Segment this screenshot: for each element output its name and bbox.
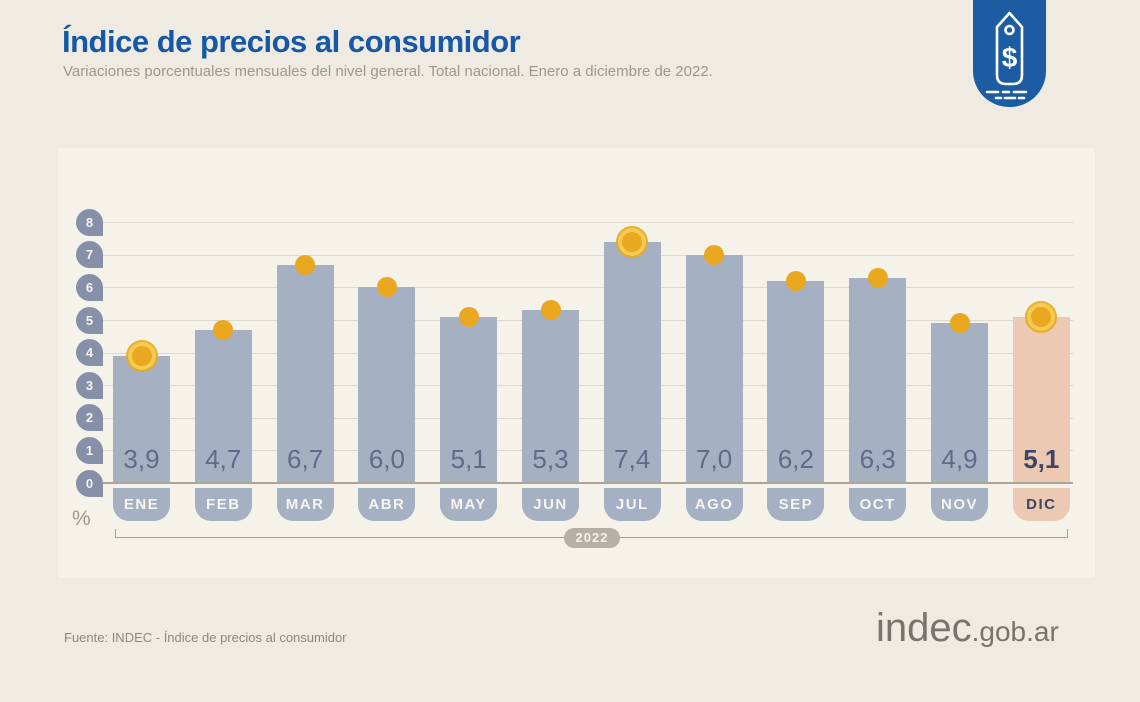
indec-logo: indec .gob.ar [876,606,1059,651]
bar-dic: 5,1 [1012,316,1070,483]
y-axis-tick-label: 0 [85,475,94,491]
month-badge-jun: JUN [522,488,579,521]
y-axis-tick-label: 1 [85,442,94,458]
month-badge-abr: ABR [358,488,416,521]
y-axis-tick-label: 4 [85,345,94,361]
data-point-dot [704,244,725,265]
period-pill: 2022 [564,528,620,548]
data-point-dot [622,231,643,252]
source-note: Fuente: INDEC - Índice de precios al con… [64,630,347,645]
bar-value-label: 5,1 [450,443,487,474]
month-badge-feb: FEB [194,488,252,521]
bar-value-label: 6,0 [368,443,405,474]
gridline [102,385,1073,387]
y-axis-tick-badge: 5 [76,306,103,334]
bar-value-label: 6,2 [777,443,814,474]
bar-value-label: 4,9 [941,443,978,474]
y-axis-tick-label: 7 [85,247,94,263]
bar-value-label: 5,1 [1023,443,1060,474]
bar-jul: 7,4 [603,241,661,483]
month-badge-jul: JUL [603,488,661,521]
bar-value-label: 4,7 [205,443,242,474]
bar-feb: 4,7 [194,329,252,483]
bar-value-label: 3,9 [123,443,160,474]
unit-label: % [72,507,91,530]
y-axis-tick-badge: 6 [76,273,103,301]
bar-value-label: 7,0 [696,443,733,474]
month-badge-dic: DIC [1012,488,1070,521]
month-badge-sep: SEP [767,488,825,521]
month-badge-oct: OCT [849,488,907,521]
data-point-dot [458,306,479,327]
month-badge-mar: MAR [276,488,334,521]
logo-suffix: .gob.ar [971,616,1059,647]
bar-abr: 6,0 [358,287,416,483]
bar-value-label: 6,7 [287,443,324,474]
bar-ago: 7,0 [685,254,743,483]
price-tag-icon: $ [985,11,1028,100]
y-axis-tick-badge: 7 [76,241,103,269]
bar-nov: 4,9 [931,323,988,483]
bar-ene: 3,9 [113,355,170,483]
month-badge-ene: ENE [113,488,170,521]
bar-oct: 6,3 [849,277,907,483]
bar-mar: 6,7 [276,264,334,483]
gridline [102,352,1073,354]
y-axis-tick-label: 8 [85,214,94,230]
gridline [102,254,1073,256]
month-badge-nov: NOV [931,488,988,521]
y-axis-tick-badge: 1 [76,436,103,464]
data-point-dot [376,277,397,298]
page-subtitle: Variaciones porcentuales mensuales del n… [63,63,713,80]
data-point-dot [540,300,561,321]
month-badge-ago: AGO [685,488,743,521]
y-axis-tick-badge: 0 [76,469,103,497]
page-title: Índice de precios al consumidor [62,24,521,59]
data-point-dot [867,267,888,288]
bar-jun: 5,3 [522,310,579,483]
baseline [102,482,1073,484]
chart-panel: % 2022 0 1 2 3 4 5 6 7 8 3,9 ENE 4,7 FEB 6,7 MAR 6,0 ABR… [58,148,1095,578]
bar-value-label: 6,3 [859,443,896,474]
bar-value-label: 5,3 [532,443,569,474]
data-point-dot [1031,306,1052,327]
data-point-dot [949,313,970,334]
data-point-dot [131,345,152,366]
data-point-dot [295,254,316,275]
bar-sep: 6,2 [767,280,825,483]
y-axis-tick-label: 5 [85,312,94,328]
gridline [102,417,1073,419]
price-tag-badge: $ [973,0,1046,107]
y-axis-tick-badge: 3 [76,371,103,399]
y-axis-tick-badge: 2 [76,404,103,432]
gridline [102,450,1073,452]
svg-text:$: $ [1002,42,1018,73]
y-axis-tick-badge: 8 [76,208,103,236]
bar-value-label: 7,4 [614,443,651,474]
gridline [102,320,1073,321]
bar-may: 5,1 [440,316,498,483]
data-point-dot [213,319,234,340]
logo-main: indec [876,606,972,650]
y-axis-tick-label: 6 [85,279,94,295]
gridline [102,222,1073,224]
data-point-dot [785,270,806,291]
y-axis-tick-label: 2 [85,410,94,426]
month-badge-may: MAY [440,488,498,521]
gridline [102,287,1073,289]
y-axis-tick-label: 3 [85,377,94,393]
y-axis-tick-badge: 4 [76,339,103,367]
